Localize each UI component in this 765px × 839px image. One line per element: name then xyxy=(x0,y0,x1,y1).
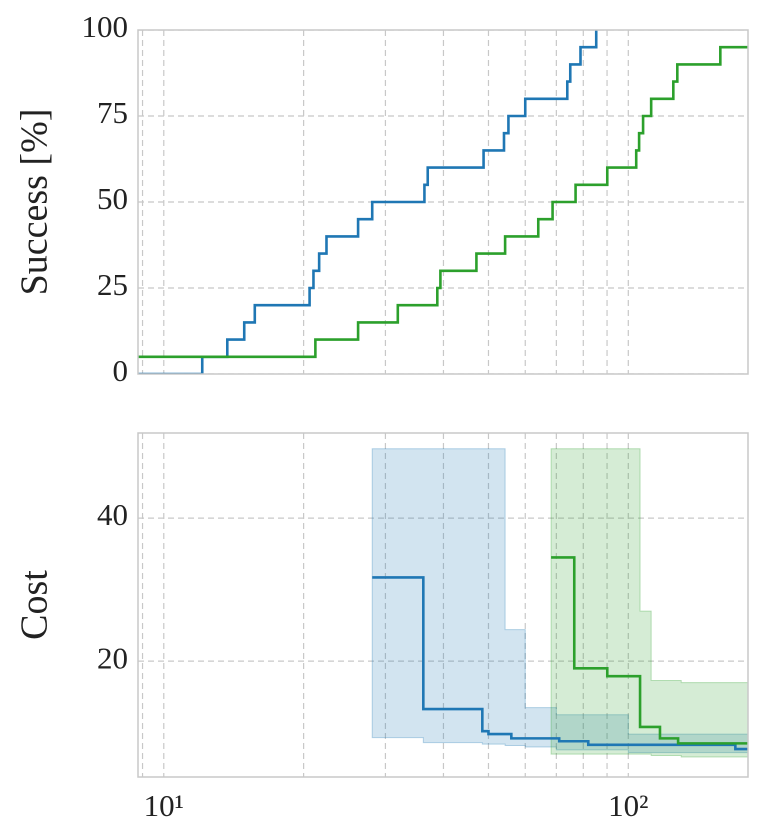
x-tick-label: 10¹ xyxy=(144,788,184,823)
axes-frame xyxy=(137,29,749,375)
y-axis-label: Cost xyxy=(14,570,56,640)
plot-area xyxy=(138,433,748,777)
confidence-band xyxy=(371,448,748,756)
y-tick-label: 100 xyxy=(82,9,129,44)
step-line xyxy=(372,576,748,751)
y-tick-label: 75 xyxy=(97,95,128,130)
y-tick-label: 50 xyxy=(97,181,128,216)
step-line xyxy=(551,556,748,745)
y-tick-label: 0 xyxy=(113,353,129,388)
y-tick-label: 25 xyxy=(97,267,128,302)
step-line xyxy=(138,45,748,359)
x-tick-label: 10² xyxy=(608,788,648,823)
plot-area xyxy=(138,30,748,374)
y-tick-label: 20 xyxy=(97,640,128,675)
step-line xyxy=(138,30,598,374)
y-axis-label: Success [%] xyxy=(14,109,56,296)
axes-frame xyxy=(137,432,749,778)
y-tick-label: 40 xyxy=(97,497,128,532)
confidence-band xyxy=(550,448,748,758)
